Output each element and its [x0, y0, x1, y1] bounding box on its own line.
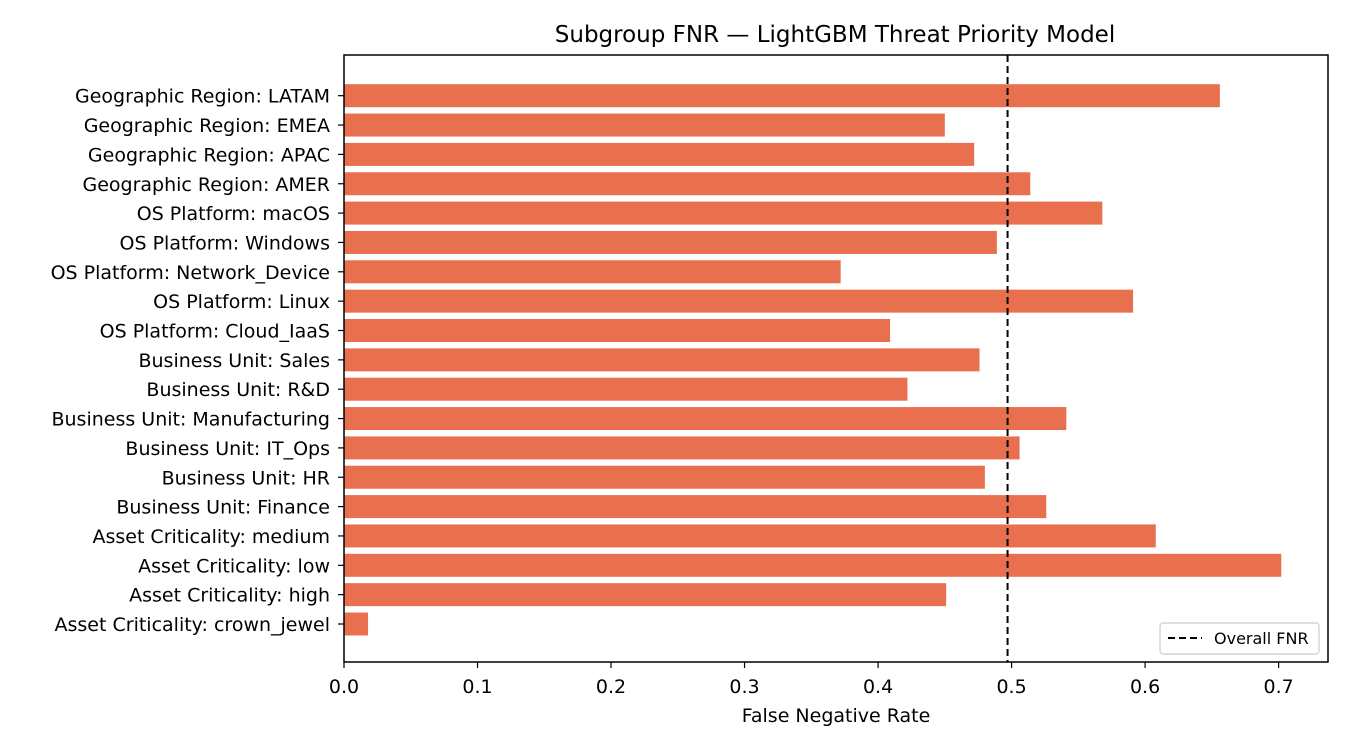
- x-tick-label-7: 0.7: [1263, 676, 1293, 698]
- legend-box: [1159, 622, 1320, 655]
- bar-business-unit-r-d: [344, 377, 908, 401]
- y-tick-label-os-platform-linux: OS Platform: Linux: [153, 291, 330, 313]
- x-tick-label-2: 0.2: [596, 676, 626, 698]
- legend: Overall FNR: [1159, 622, 1320, 655]
- y-tick-label-business-unit-sales: Business Unit: Sales: [138, 350, 330, 372]
- bar-business-unit-sales: [344, 348, 980, 372]
- y-tick-label-asset-criticality-low: Asset Criticality: low: [138, 555, 330, 577]
- y-tick-label-business-unit-it-ops: Business Unit: IT_Ops: [125, 438, 330, 460]
- y-tick-label-business-unit-manufacturing: Business Unit: Manufacturing: [51, 409, 330, 431]
- bar-geographic-region-apac: [344, 142, 975, 166]
- y-tick-label-geographic-region-emea: Geographic Region: EMEA: [84, 115, 330, 137]
- y-tick-label-geographic-region-apac: Geographic Region: APAC: [88, 144, 330, 166]
- bar-business-unit-hr: [344, 465, 985, 489]
- x-axis-ticks: 0.0 0.1 0.2 0.3 0.4 0.5 0.6 0.7: [329, 662, 1294, 698]
- bar-os-platform-linux: [344, 289, 1134, 313]
- y-tick-label-business-unit-r-d: Business Unit: R&D: [146, 379, 330, 401]
- y-tick-label-business-unit-hr: Business Unit: HR: [162, 467, 330, 489]
- y-tick-label-os-platform-network-device: OS Platform: Network_Device: [51, 262, 330, 284]
- y-tick-label-os-platform-macos: OS Platform: macOS: [137, 203, 330, 225]
- x-tick-label-0: 0.0: [329, 676, 359, 698]
- x-tick-label-4: 0.4: [863, 676, 893, 698]
- chart-title: Subgroup FNR — LightGBM Threat Priority …: [555, 22, 1115, 48]
- bar-asset-criticality-high: [344, 583, 947, 607]
- bar-asset-criticality-medium: [344, 524, 1156, 548]
- y-tick-label-os-platform-cloud-iaas: OS Platform: Cloud_IaaS: [100, 321, 330, 343]
- legend-label-overall-fnr: Overall FNR: [1214, 629, 1309, 648]
- bar-asset-criticality-crown-jewel: [344, 612, 369, 636]
- y-axis-ticks: Asset Criticality: crown_jewel Asset Crit…: [51, 86, 344, 636]
- bar-os-platform-windows: [344, 230, 997, 254]
- bar-business-unit-finance: [344, 495, 1047, 519]
- plot-frame: [343, 54, 1329, 663]
- x-tick-label-5: 0.5: [996, 676, 1026, 698]
- bar-geographic-region-emea: [344, 113, 945, 137]
- bar-geographic-region-amer: [344, 172, 1031, 196]
- bar-business-unit-manufacturing: [344, 407, 1067, 431]
- x-tick-label-1: 0.1: [462, 676, 492, 698]
- y-tick-label-asset-criticality-medium: Asset Criticality: medium: [92, 526, 330, 548]
- y-tick-label-geographic-region-amer: Geographic Region: AMER: [82, 174, 330, 196]
- bar-geographic-region-latam: [344, 84, 1220, 108]
- bar-asset-criticality-low: [344, 553, 1282, 577]
- y-tick-label-business-unit-finance: Business Unit: Finance: [116, 497, 330, 519]
- y-tick-label-asset-criticality-high: Asset Criticality: high: [129, 585, 330, 607]
- y-tick-label-os-platform-windows: OS Platform: Windows: [120, 232, 330, 254]
- x-tick-label-6: 0.6: [1130, 676, 1160, 698]
- bar-os-platform-network-device: [344, 260, 841, 284]
- y-tick-label-geographic-region-latam: Geographic Region: LATAM: [75, 86, 330, 108]
- x-tick-label-3: 0.3: [729, 676, 759, 698]
- x-axis-title: False Negative Rate: [742, 705, 931, 727]
- bar-os-platform-cloud-iaas: [344, 319, 891, 342]
- y-tick-label-asset-criticality-crown-jewel: Asset Criticality: crown_jewel: [55, 614, 330, 636]
- bar-business-unit-it-ops: [344, 436, 1020, 460]
- bars-layer: [344, 84, 1282, 636]
- bar-os-platform-macos: [344, 201, 1103, 225]
